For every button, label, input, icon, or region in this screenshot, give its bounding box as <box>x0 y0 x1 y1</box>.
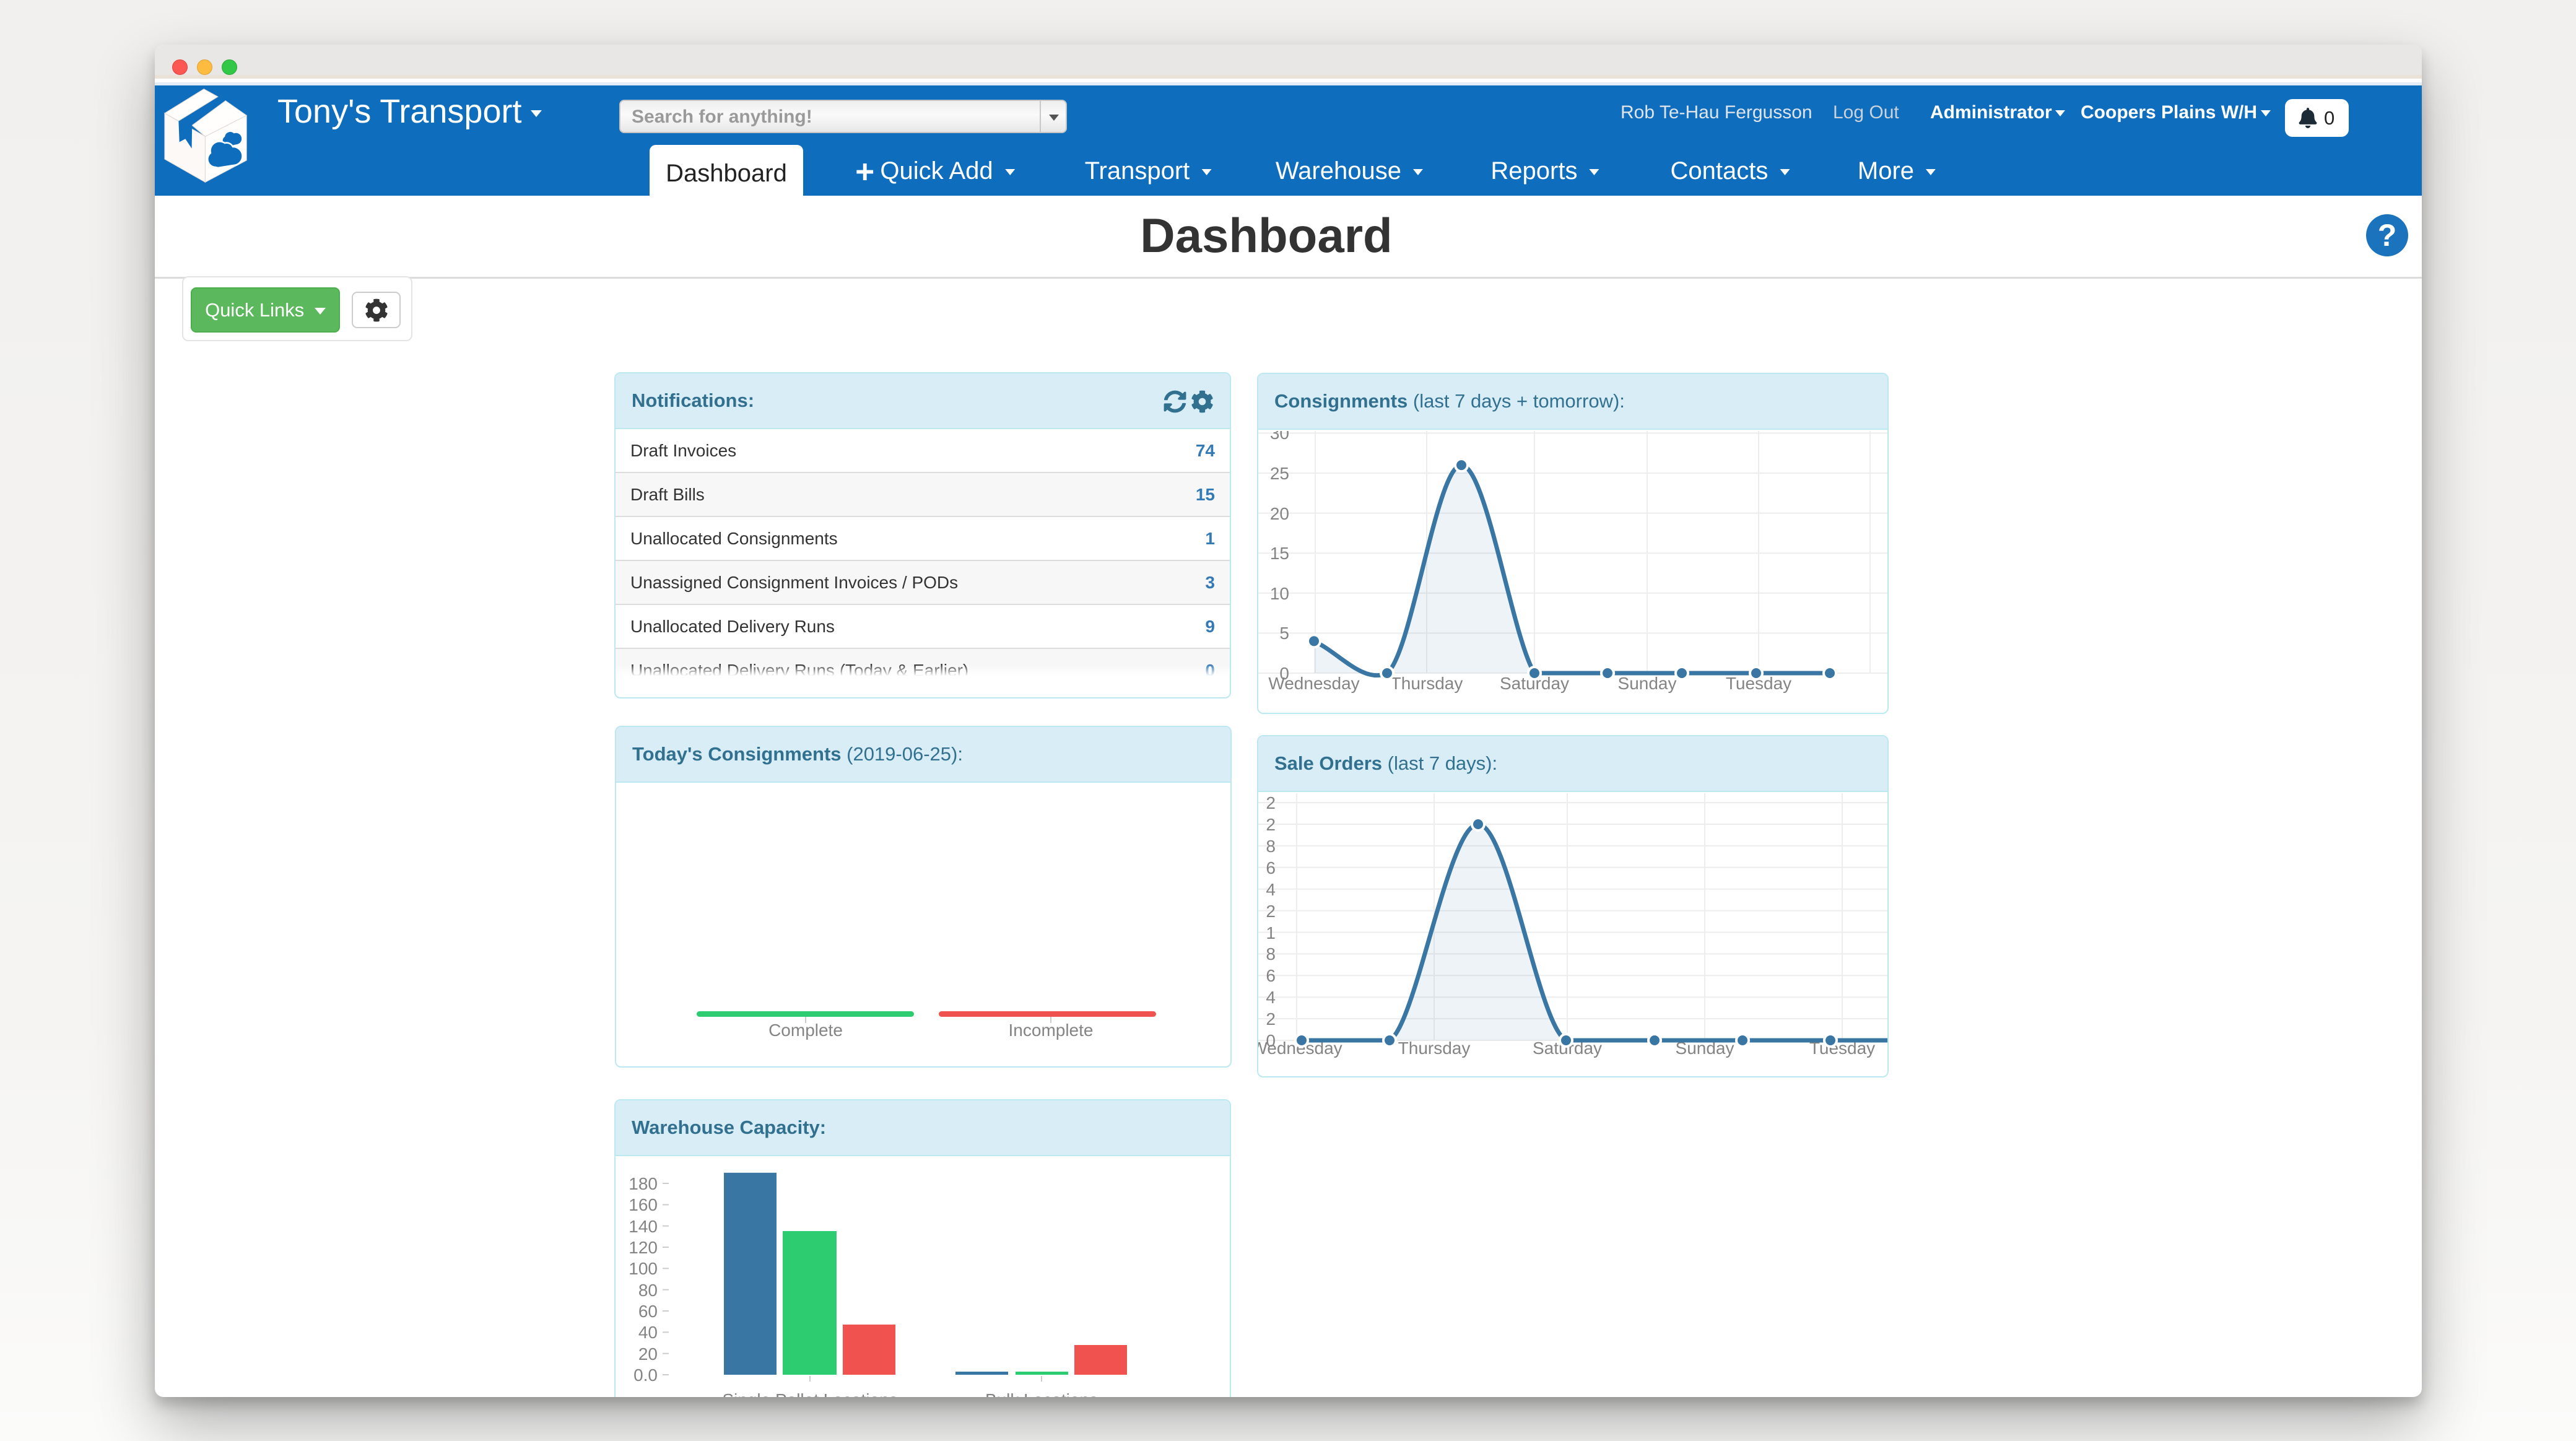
svg-text:Single Pallet Locations: Single Pallet Locations <box>722 1390 897 1397</box>
svg-text:100: 100 <box>629 1259 658 1278</box>
svg-text:8: 8 <box>1266 944 1276 964</box>
svg-text:15: 15 <box>1270 544 1289 563</box>
svg-text:Sunday: Sunday <box>1618 674 1677 693</box>
svg-text:140: 140 <box>629 1217 658 1236</box>
svg-text:Wednesday: Wednesday <box>1268 674 1359 693</box>
svg-text:30: 30 <box>1270 431 1289 443</box>
svg-text:180: 180 <box>629 1174 658 1193</box>
svg-text:2: 2 <box>1266 815 1276 834</box>
svg-text:Thursday: Thursday <box>1391 674 1463 693</box>
svg-text:10: 10 <box>1270 584 1289 603</box>
svg-text:25: 25 <box>1270 464 1289 483</box>
svg-text:Complete: Complete <box>768 1021 843 1040</box>
svg-text:0: 0 <box>1279 664 1289 683</box>
svg-text:20: 20 <box>638 1344 658 1364</box>
svg-text:2: 2 <box>1266 1009 1276 1029</box>
svg-text:2: 2 <box>1266 902 1276 921</box>
svg-text:Thursday: Thursday <box>1398 1038 1471 1058</box>
svg-text:120: 120 <box>629 1238 658 1257</box>
svg-text:8: 8 <box>1266 837 1276 856</box>
svg-text:40: 40 <box>638 1323 658 1342</box>
svg-text:0: 0 <box>1266 1031 1276 1050</box>
svg-text:6: 6 <box>1266 966 1276 985</box>
svg-text:20: 20 <box>1270 504 1289 523</box>
svg-text:4: 4 <box>1266 988 1276 1007</box>
svg-text:2: 2 <box>1266 793 1276 812</box>
svg-text:Incomplete: Incomplete <box>1009 1021 1094 1040</box>
svg-text:60: 60 <box>638 1302 658 1321</box>
svg-text:Bulk Locations: Bulk Locations <box>985 1390 1098 1397</box>
svg-text:160: 160 <box>629 1195 658 1214</box>
svg-text:4: 4 <box>1266 880 1276 899</box>
svg-text:1: 1 <box>1266 923 1276 943</box>
svg-text:6: 6 <box>1266 858 1276 877</box>
svg-text:0.0: 0.0 <box>633 1365 658 1385</box>
svg-text:5: 5 <box>1279 624 1289 643</box>
svg-text:80: 80 <box>638 1281 658 1300</box>
